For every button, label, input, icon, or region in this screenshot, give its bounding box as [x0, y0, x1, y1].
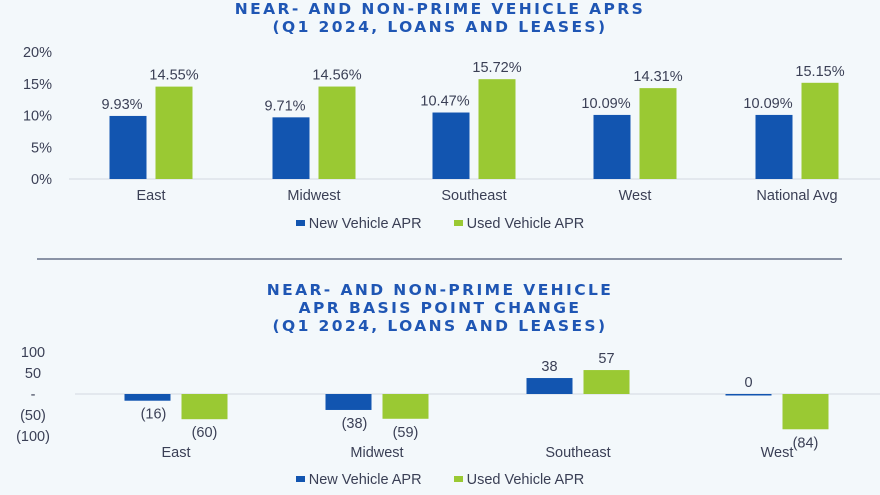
legend-swatch-used	[453, 220, 463, 227]
bar-used-vehicle-apr	[583, 370, 630, 394]
x-tick-label: Midwest	[350, 445, 403, 461]
bar-new-vehicle-apr	[593, 114, 631, 179]
chart-title-line: APR BASIS POINT CHANGE	[298, 299, 582, 317]
bar-new-vehicle-apr	[432, 112, 470, 179]
bar-used-vehicle-apr	[155, 86, 193, 179]
bar-new-vehicle-apr	[124, 394, 171, 401]
data-label: 9.71%	[264, 98, 305, 114]
bar-used-vehicle-apr	[639, 88, 677, 179]
bar-used-vehicle-apr	[801, 82, 839, 179]
data-label: 15.15%	[795, 64, 844, 80]
legend-label-new: New Vehicle APR	[308, 216, 422, 232]
section-divider	[37, 258, 842, 260]
legend-swatch-used	[453, 476, 463, 483]
y-tick-label: 0%	[31, 172, 52, 188]
bar-new-vehicle-apr	[109, 115, 147, 179]
data-label: (59)	[393, 425, 419, 441]
legend-item-new: New Vehicle APR	[295, 472, 422, 488]
data-label: 57	[598, 351, 614, 367]
chart-title-line: NEAR- AND NON-PRIME VEHICLE	[266, 281, 614, 299]
data-label: 0	[744, 375, 752, 391]
y-tick-label: (100)	[16, 429, 50, 445]
apr-bar-chart: 0% 5% 10% 15% 20% East 9.93% 14.55% Midwest 9.71%…	[23, 45, 880, 204]
data-label: (38)	[342, 416, 368, 432]
data-label: 9.93%	[101, 97, 142, 113]
bar-used-vehicle-apr	[382, 394, 429, 419]
data-label: (84)	[793, 435, 819, 451]
legend-swatch-new	[295, 220, 305, 227]
legend-apr: New Vehicle APR Used Vehicle APR	[0, 216, 880, 232]
y-tick-label: 15%	[23, 77, 52, 93]
x-tick-label: Southeast	[441, 188, 506, 204]
x-tick-label: Southeast	[545, 445, 610, 461]
bar-new-vehicle-apr	[526, 378, 573, 394]
y-tick-label: 50	[25, 366, 41, 382]
y-tick-label: -	[31, 387, 36, 403]
y-tick-label: 20%	[23, 45, 52, 61]
x-tick-label: National Avg	[756, 188, 837, 204]
y-tick-label: 10%	[23, 109, 52, 125]
legend-item-used: Used Vehicle APR	[453, 216, 585, 232]
data-label: 14.56%	[312, 68, 361, 84]
data-label: 15.72%	[472, 60, 521, 76]
data-label: 38	[541, 359, 557, 375]
legend-swatch-new	[295, 476, 305, 483]
x-tick-label: West	[619, 188, 652, 204]
y-tick-label: 5%	[31, 140, 52, 156]
y-tick-label: 100	[21, 345, 45, 361]
chart-subtitle-line: (Q1 2024, LOANS AND LEASES)	[272, 317, 608, 335]
bar-used-vehicle-apr	[318, 86, 356, 179]
legend-bps: New Vehicle APR Used Vehicle APR	[0, 472, 880, 488]
x-tick-label: West	[761, 445, 794, 461]
x-tick-label: East	[161, 445, 190, 461]
bar-new-vehicle-apr	[725, 394, 772, 396]
x-tick-label: Midwest	[287, 188, 340, 204]
data-label: 10.09%	[581, 96, 630, 112]
legend-label-used: Used Vehicle APR	[466, 216, 585, 232]
bar-used-vehicle-apr	[478, 79, 516, 179]
bar-new-vehicle-apr	[272, 117, 310, 179]
legend-label-used: Used Vehicle APR	[466, 472, 585, 488]
chart-title-apr: NEAR- AND NON-PRIME VEHICLE APRS (Q1 202…	[0, 0, 880, 36]
data-label: 14.55%	[149, 68, 198, 84]
bar-used-vehicle-apr	[181, 394, 228, 420]
chart-subtitle-line: (Q1 2024, LOANS AND LEASES)	[272, 18, 608, 36]
data-label: 10.47%	[420, 94, 469, 110]
bar-new-vehicle-apr	[755, 114, 793, 179]
data-label: (16)	[141, 407, 167, 423]
bar-new-vehicle-apr	[325, 394, 372, 410]
legend-item-used: Used Vehicle APR	[453, 472, 585, 488]
bar-used-vehicle-apr	[782, 394, 829, 430]
data-label: (60)	[192, 425, 218, 441]
data-label: 10.09%	[743, 96, 792, 112]
y-tick-label: (50)	[20, 408, 46, 424]
legend-item-new: New Vehicle APR	[295, 216, 422, 232]
data-label: 14.31%	[633, 69, 682, 85]
legend-label-new: New Vehicle APR	[308, 472, 422, 488]
x-tick-label: East	[136, 188, 165, 204]
chart-title-line: NEAR- AND NON-PRIME VEHICLE APRS	[234, 0, 646, 18]
chart-title-bps: NEAR- AND NON-PRIME VEHICLE APR BASIS PO…	[0, 281, 880, 335]
